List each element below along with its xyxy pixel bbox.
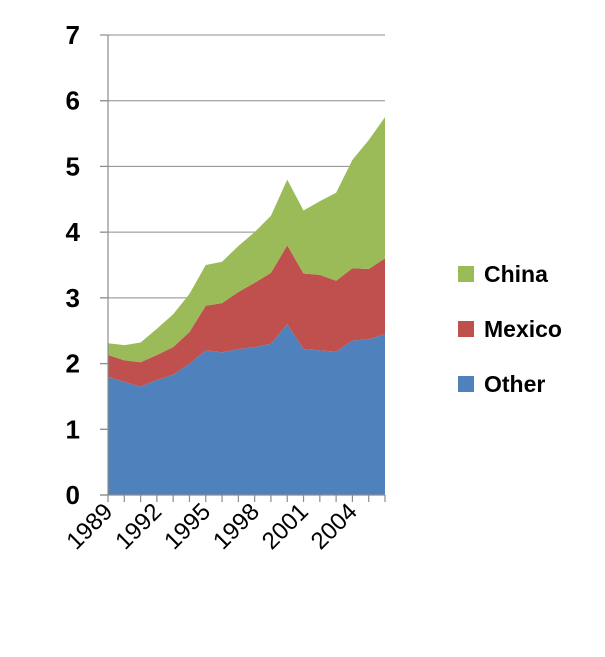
y-tick-label: 5: [66, 151, 80, 181]
legend-swatch-other: [458, 376, 474, 392]
y-tick-label: 1: [66, 414, 80, 444]
x-tick-label: 1995: [159, 498, 216, 555]
x-tick-label: 2004: [306, 498, 363, 555]
x-tick-label: 2001: [257, 498, 314, 555]
legend: China Mexico Other: [458, 261, 562, 397]
y-tick-label: 3: [66, 283, 80, 313]
legend-label-mexico: Mexico: [484, 316, 562, 342]
y-tick-label: 2: [66, 349, 80, 379]
y-axis-tick-labels: 0 1 2 3 4 5 6 7: [66, 20, 81, 510]
plot-area: [108, 117, 385, 495]
legend-label-other: Other: [484, 371, 545, 397]
y-tick-label: 4: [66, 217, 81, 247]
x-tick-label: 1992: [110, 498, 167, 555]
y-tick-label: 7: [66, 20, 80, 50]
x-tick-label: 1998: [208, 498, 265, 555]
legend-label-china: China: [484, 261, 548, 287]
y-tick-label: 0: [66, 480, 80, 510]
legend-swatch-china: [458, 266, 474, 282]
legend-swatch-mexico: [458, 321, 474, 337]
y-tick-label: 6: [66, 86, 80, 116]
